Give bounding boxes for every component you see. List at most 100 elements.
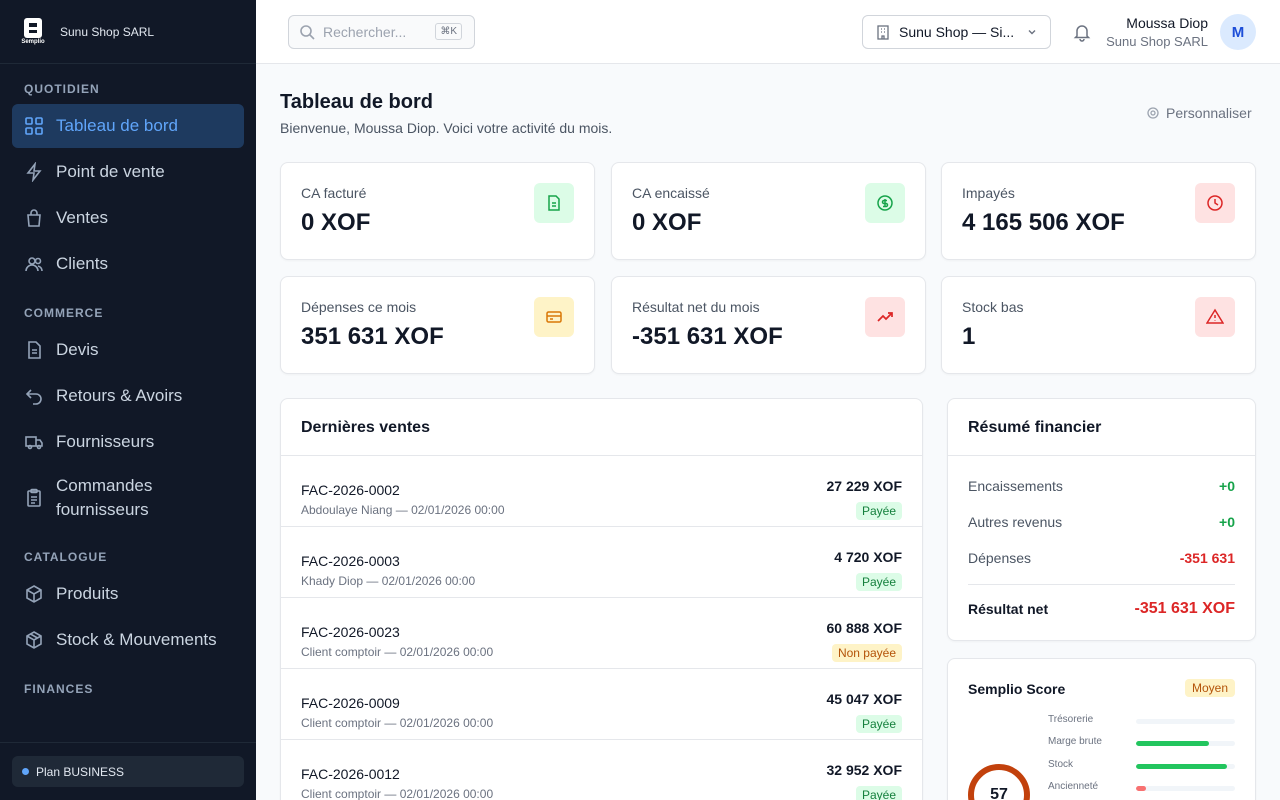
stat-card-stock-bas[interactable]: Stock bas 1 (941, 276, 1256, 374)
sale-row[interactable]: FAC-2026-0023 Client comptoir — 02/01/20… (281, 598, 922, 669)
sidebar-item-clients[interactable]: Clients (12, 242, 244, 286)
stat-icon-box (865, 297, 905, 337)
stat-card-resultat-net[interactable]: Résultat net du mois -351 631 XOF (611, 276, 926, 374)
metric-track (1136, 786, 1235, 791)
brand[interactable]: Semplio Sunu Shop SARL (0, 0, 256, 64)
stat-icon-box (865, 183, 905, 223)
score-metric-marge-brute: Marge brute (1048, 736, 1236, 750)
sidebar-item-label: Tableau de bord (56, 116, 178, 135)
score-title: Semplio Score (968, 681, 1066, 697)
sale-row[interactable]: FAC-2026-0012 Client comptoir — 02/01/20… (281, 740, 922, 800)
sale-row[interactable]: FAC-2026-0009 Client comptoir — 02/01/20… (281, 669, 922, 740)
stat-card-ca-encaisse[interactable]: CA encaissé 0 XOF (611, 162, 926, 260)
metric-track (1136, 741, 1235, 746)
metric-track (1136, 764, 1235, 769)
sidebar-item-label: Stock & Mouvements (56, 630, 217, 649)
sale-invoice: FAC-2026-0023 (301, 624, 400, 640)
company-name: Sunu Shop SARL (60, 24, 155, 39)
score-metric-anciennete: Ancienneté (1048, 781, 1236, 795)
sidebar-item-commandes-fournisseurs[interactable]: Commandes fournisseurs (12, 466, 244, 530)
sidebar-item-produits[interactable]: Produits (12, 572, 244, 616)
stat-value: -351 631 XOF (632, 323, 783, 350)
sale-meta: Khady Diop — 02/01/2026 00:00 (301, 574, 476, 588)
stat-value: 1 (962, 323, 976, 350)
page-title: Tableau de bord (280, 91, 433, 113)
stat-value: 0 XOF (632, 209, 702, 236)
sale-meta: Client comptoir — 02/01/2026 00:00 (301, 716, 494, 730)
sale-meta: Client comptoir — 02/01/2026 00:00 (301, 787, 494, 800)
metric-name: Ancienneté (1048, 781, 1099, 792)
sale-row[interactable]: FAC-2026-0002 Abdoulaye Niang — 02/01/20… (281, 456, 922, 527)
truck-icon (25, 436, 43, 450)
building-icon (877, 25, 889, 40)
shopping-bag-icon (27, 209, 41, 227)
stat-label: CA facturé (301, 185, 367, 201)
stat-icon-box (1195, 297, 1235, 337)
finance-total: Résultat net -351 631 XOF (968, 600, 1235, 618)
sidebar-item-fournisseurs[interactable]: Fournisseurs (12, 420, 244, 464)
stat-card-impayes[interactable]: Impayés 4 165 506 XOF (941, 162, 1256, 260)
financial-summary-card: Résumé financier Encaissements +0 Autres… (947, 398, 1256, 641)
customize-button[interactable]: Personnaliser (1146, 105, 1252, 121)
sidebar-item-devis[interactable]: Devis (12, 328, 244, 372)
sale-invoice: FAC-2026-0009 (301, 695, 400, 711)
sale-amount: 60 888 XOF (826, 620, 903, 636)
stat-card-depenses[interactable]: Dépenses ce mois 351 631 XOF (280, 276, 595, 374)
metric-name: Marge brute (1048, 736, 1102, 747)
company-select[interactable]: Sunu Shop — Si... (862, 15, 1051, 49)
user-menu[interactable]: Moussa Diop Sunu Shop SARL (1106, 15, 1208, 49)
alert-icon (1206, 308, 1224, 324)
sidebar-item-label: Devis (56, 340, 99, 359)
sale-amount: 4 720 XOF (834, 549, 902, 565)
sidebar-item-label: Fournisseurs (56, 432, 155, 451)
stat-card-ca-facture[interactable]: CA facturé 0 XOF (280, 162, 595, 260)
sidebar-item-label: Clients (56, 254, 108, 273)
status-badge: Payée (855, 786, 902, 800)
stat-value: 351 631 XOF (301, 323, 444, 350)
search-icon (300, 25, 315, 40)
sidebar-item-label: Ventes (56, 208, 108, 227)
avatar[interactable]: M (1220, 14, 1256, 50)
dollar-icon (877, 195, 893, 211)
finance-row-label: Autres revenus (968, 514, 1063, 530)
plan-dot-icon (22, 768, 29, 775)
users-icon (25, 257, 43, 272)
stat-icon-box (1195, 183, 1235, 223)
search-input[interactable] (323, 24, 423, 40)
semplio-logo: Semplio (18, 17, 48, 47)
plan-badge[interactable]: Plan BUSINESS (12, 756, 244, 787)
sidebar-item-point-de-vente[interactable]: Point de vente (12, 150, 244, 194)
recent-sales-header: Dernières ventes (281, 399, 922, 456)
stat-label: Stock bas (962, 299, 1024, 315)
stat-label: CA encaissé (632, 185, 710, 201)
user-name: Moussa Diop (1126, 15, 1208, 31)
sale-row[interactable]: FAC-2026-0003 Khady Diop — 02/01/2026 00… (281, 527, 922, 598)
status-badge: Non payée (831, 644, 902, 662)
card-icon (546, 311, 562, 323)
grid-icon (25, 117, 43, 135)
section-title-finances: FINANCES (24, 682, 94, 696)
score-metric-tresorerie: Trésorerie (1048, 714, 1236, 728)
chevron-down-icon (1028, 30, 1036, 35)
score-level-badge: Moyen (1184, 679, 1235, 697)
bell-icon[interactable] (1072, 22, 1092, 42)
user-org: Sunu Shop SARL (1106, 34, 1208, 49)
status-badge: Payée (855, 573, 902, 591)
finance-row-value: +0 (1219, 514, 1235, 530)
page-subtitle: Bienvenue, Moussa Diop. Voici votre acti… (280, 120, 613, 136)
top-header: ⌘K Sunu Shop — Si... Moussa Diop Sunu Sh… (256, 0, 1280, 64)
finance-row-value: +0 (1219, 478, 1235, 494)
search-box[interactable]: ⌘K (288, 15, 475, 49)
finance-row-value: -351 631 (1179, 550, 1235, 566)
sidebar-item-stock-mouvements[interactable]: Stock & Mouvements (12, 618, 244, 662)
section-title-commerce: COMMERCE (24, 306, 104, 320)
sidebar-item-tableau-de-bord[interactable]: Tableau de bord (12, 104, 244, 148)
stat-label: Résultat net du mois (632, 299, 760, 315)
finance-row-autres-revenus: Autres revenus +0 (968, 514, 1235, 530)
semplio-score-card: Semplio Score Moyen Trésorerie Marge bru… (947, 658, 1256, 800)
finance-row-label: Dépenses (968, 550, 1032, 566)
gear-icon (1147, 107, 1159, 119)
sidebar-item-ventes[interactable]: Ventes (12, 196, 244, 240)
sidebar-item-retours-avoirs[interactable]: Retours & Avoirs (12, 374, 244, 418)
stat-label: Dépenses ce mois (301, 299, 417, 315)
